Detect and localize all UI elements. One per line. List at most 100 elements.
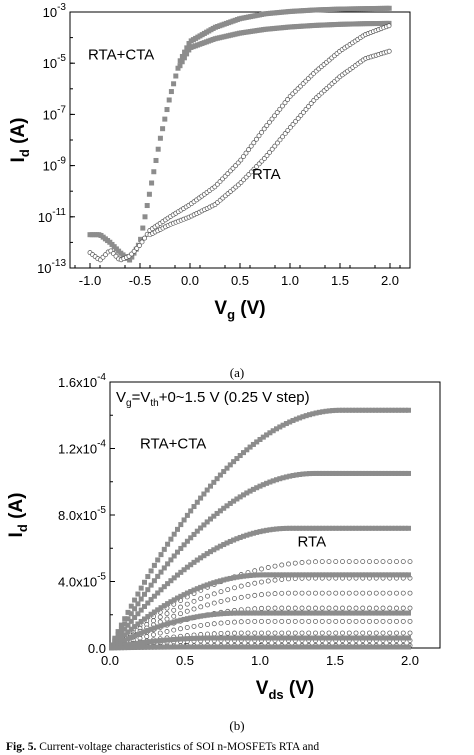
data-point: [387, 590, 393, 596]
data-point: [386, 23, 392, 29]
data-point: [266, 119, 272, 125]
data-point: [135, 601, 141, 607]
data-point: [272, 577, 278, 583]
data-point: [144, 634, 150, 639]
x-tick-label: -1.0: [79, 273, 101, 288]
data-point: [181, 517, 187, 523]
data-point: [269, 116, 275, 122]
data-point: [217, 508, 223, 514]
data-point: [188, 535, 194, 541]
data-point: [326, 559, 332, 565]
data-point: [184, 538, 190, 544]
data-point: [286, 590, 291, 596]
data-point: [166, 97, 172, 103]
data-point: [400, 559, 406, 565]
data-point: [306, 605, 312, 611]
data-point: [265, 591, 271, 597]
data-point: [225, 597, 231, 603]
data-point: [279, 562, 285, 568]
data-point: [274, 140, 280, 146]
y-tick-label: 10-11: [38, 207, 67, 225]
data-point: [155, 146, 161, 152]
caption-label: Fig. 5.: [6, 741, 37, 753]
data-point: [353, 559, 359, 565]
data-point: [387, 630, 393, 636]
data-point: [171, 531, 177, 537]
data-point: [319, 618, 325, 624]
data-point: [171, 575, 177, 581]
data-point: [286, 630, 291, 636]
data-point: [367, 605, 372, 611]
data-point: [191, 606, 197, 612]
data-point: [346, 605, 352, 611]
data-point: [171, 613, 177, 619]
data-point: [227, 462, 233, 468]
data-point: [128, 626, 134, 632]
y-axis-label: Id (A): [6, 493, 30, 538]
data-point: [394, 590, 399, 596]
data-point: [299, 560, 305, 565]
data-point: [211, 631, 217, 637]
data-point: [313, 605, 318, 611]
data-point: [405, 470, 411, 476]
data-point: [286, 618, 291, 624]
data-point: [153, 157, 159, 163]
x-tick-label: 1.0: [251, 653, 269, 668]
x-tick-label: -0.5: [129, 273, 151, 288]
data-point: [135, 621, 141, 627]
data-point: [340, 559, 345, 565]
data-point: [293, 118, 299, 124]
data-point: [234, 456, 240, 462]
y-tick-label: 10-9: [43, 156, 67, 174]
data-point: [161, 565, 167, 571]
data-point: [171, 627, 177, 633]
data-point: [178, 626, 183, 632]
data-point: [194, 528, 200, 534]
data-point: [386, 5, 392, 11]
data-point: [272, 605, 278, 611]
data-point: [204, 519, 210, 525]
data-point: [353, 590, 359, 596]
data-point: [269, 146, 275, 152]
data-point: [326, 630, 332, 636]
data-point: [353, 630, 359, 636]
x-axis-label: Vds (V): [256, 678, 314, 702]
data-point: [394, 559, 399, 565]
data-point: [157, 630, 163, 636]
data-point: [405, 644, 411, 650]
data-point: [198, 495, 204, 501]
data-point: [244, 447, 250, 453]
data-point: [151, 578, 157, 584]
data-point: [205, 631, 210, 637]
data-point: [248, 143, 254, 149]
data-point: [360, 590, 366, 596]
data-point: [287, 124, 293, 130]
data-point: [211, 600, 217, 606]
data-point: [205, 593, 210, 599]
data-point: [265, 578, 271, 584]
x-tick-label: 1.5: [326, 653, 344, 668]
data-point: [241, 450, 247, 456]
data-point: [292, 618, 298, 624]
data-point: [380, 559, 386, 565]
data-point: [181, 567, 187, 573]
data-point: [319, 590, 325, 596]
data-point: [245, 593, 251, 599]
data-point: [175, 526, 181, 532]
data-point: [151, 618, 156, 624]
data-point: [218, 620, 224, 626]
data-point: [252, 618, 258, 624]
data-point: [407, 559, 413, 565]
data-point: [308, 100, 314, 106]
data-point: [158, 569, 164, 575]
data-point: [225, 620, 231, 625]
data-point: [252, 580, 258, 586]
data-point: [252, 606, 258, 612]
data-point: [161, 584, 167, 590]
data-point: [238, 157, 244, 163]
data-point: [208, 483, 214, 489]
data-point: [218, 630, 224, 636]
annotation-2: RTA: [252, 166, 281, 183]
data-point: [218, 598, 224, 604]
